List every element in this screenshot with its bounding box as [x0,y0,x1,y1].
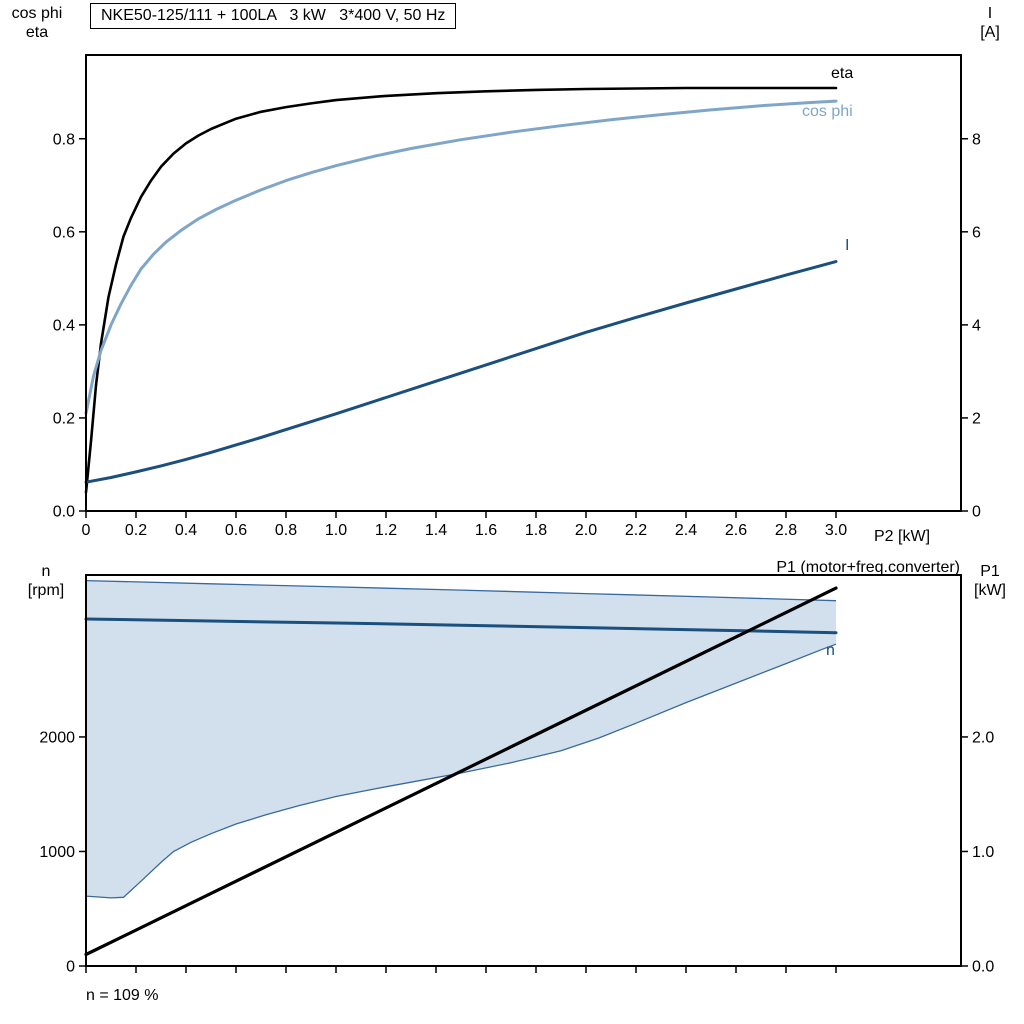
x-tick-label: 2.4 [675,522,697,539]
y-right-tick-label: 4 [972,317,981,334]
axis-label-current: I [987,5,993,22]
y-right-tick-label: 8 [972,131,981,148]
x-tick-label: 0.2 [125,522,147,539]
y-right-tick-label: 6 [972,224,981,241]
speed-range-upper-bound [85,579,837,602]
axis-label-p1: P1 [980,563,1000,580]
axis-label-eta: eta [25,24,49,41]
y-left-tick-label: 0.6 [53,224,75,241]
x-tick-label: 1.4 [425,522,447,539]
current-curve-label: I [845,237,850,254]
x-tick-label: 2.2 [625,522,647,539]
x-tick-label: 0 [82,522,91,539]
speed-percentage-note: n = 109 % [86,987,159,1004]
y-left-tick-label: 1000 [39,844,75,861]
y-right-tick-label: 0.0 [972,959,994,976]
y-left-tick-label: 0.8 [53,131,75,148]
x-tick-label: 0.4 [175,522,197,539]
y-left-tick-label: 0 [66,959,75,976]
i-curve [84,260,838,484]
x-tick-label: 0.6 [225,522,247,539]
y-right-tick-label: 2.0 [972,729,994,746]
y-right-tick-label: 1.0 [972,844,994,861]
eta-curve-label: eta [831,65,854,82]
x-axis-label: P2 [kW] [874,528,931,545]
x-tick-label: 1.0 [325,522,347,539]
axis-label-p1-unit: [kW] [974,582,1006,599]
speed-curve-label: n [826,642,835,659]
x-tick-label: 3.0 [825,522,847,539]
axis-label-speed-unit: [rpm] [27,582,65,599]
axis-label-speed: n [41,563,51,580]
y-right-tick-label: 0 [972,504,981,521]
plot-border [85,574,962,967]
p1-curve-label: P1 (motor+freq.converter) [776,559,960,576]
x-tick-label: 0.8 [275,522,297,539]
eta-curve [84,86,838,494]
top-right-axis-label: I [A] [964,4,1016,42]
bottom-left-axis-label: n [rpm] [14,562,78,600]
y-left-tick-label: 2000 [39,729,75,746]
cos-phi-curve-label: cos phi [802,103,853,120]
y-left-tick-label: 0.4 [53,317,75,334]
x-tick-label: 1.6 [475,522,497,539]
axis-label-cos-phi: cos phi [11,5,63,22]
plot-border [85,54,962,512]
chart-title-box: NKE50-125/111 + 100LA 3 kW 3*400 V, 50 H… [90,3,457,29]
x-tick-label: 1.8 [525,522,547,539]
top-left-axis-label: cos phi eta [4,4,70,42]
axis-label-current-unit: [A] [980,24,1000,41]
cos-phi-curve [84,99,838,415]
x-tick-label: 1.2 [375,522,397,539]
speed-range-lower-bound [85,643,837,899]
y-right-tick-label: 2 [972,410,981,427]
n-curve [84,617,838,635]
y-left-tick-label: 0.2 [53,410,75,427]
y-left-tick-label: 0.0 [53,504,75,521]
x-tick-label: 2.6 [725,522,747,539]
p1-curve [84,586,838,957]
speed-range-area [86,580,836,898]
bottom-right-axis-label: P1 [kW] [962,562,1018,600]
x-tick-label: 2.8 [775,522,797,539]
x-tick-label: 2.0 [575,522,597,539]
